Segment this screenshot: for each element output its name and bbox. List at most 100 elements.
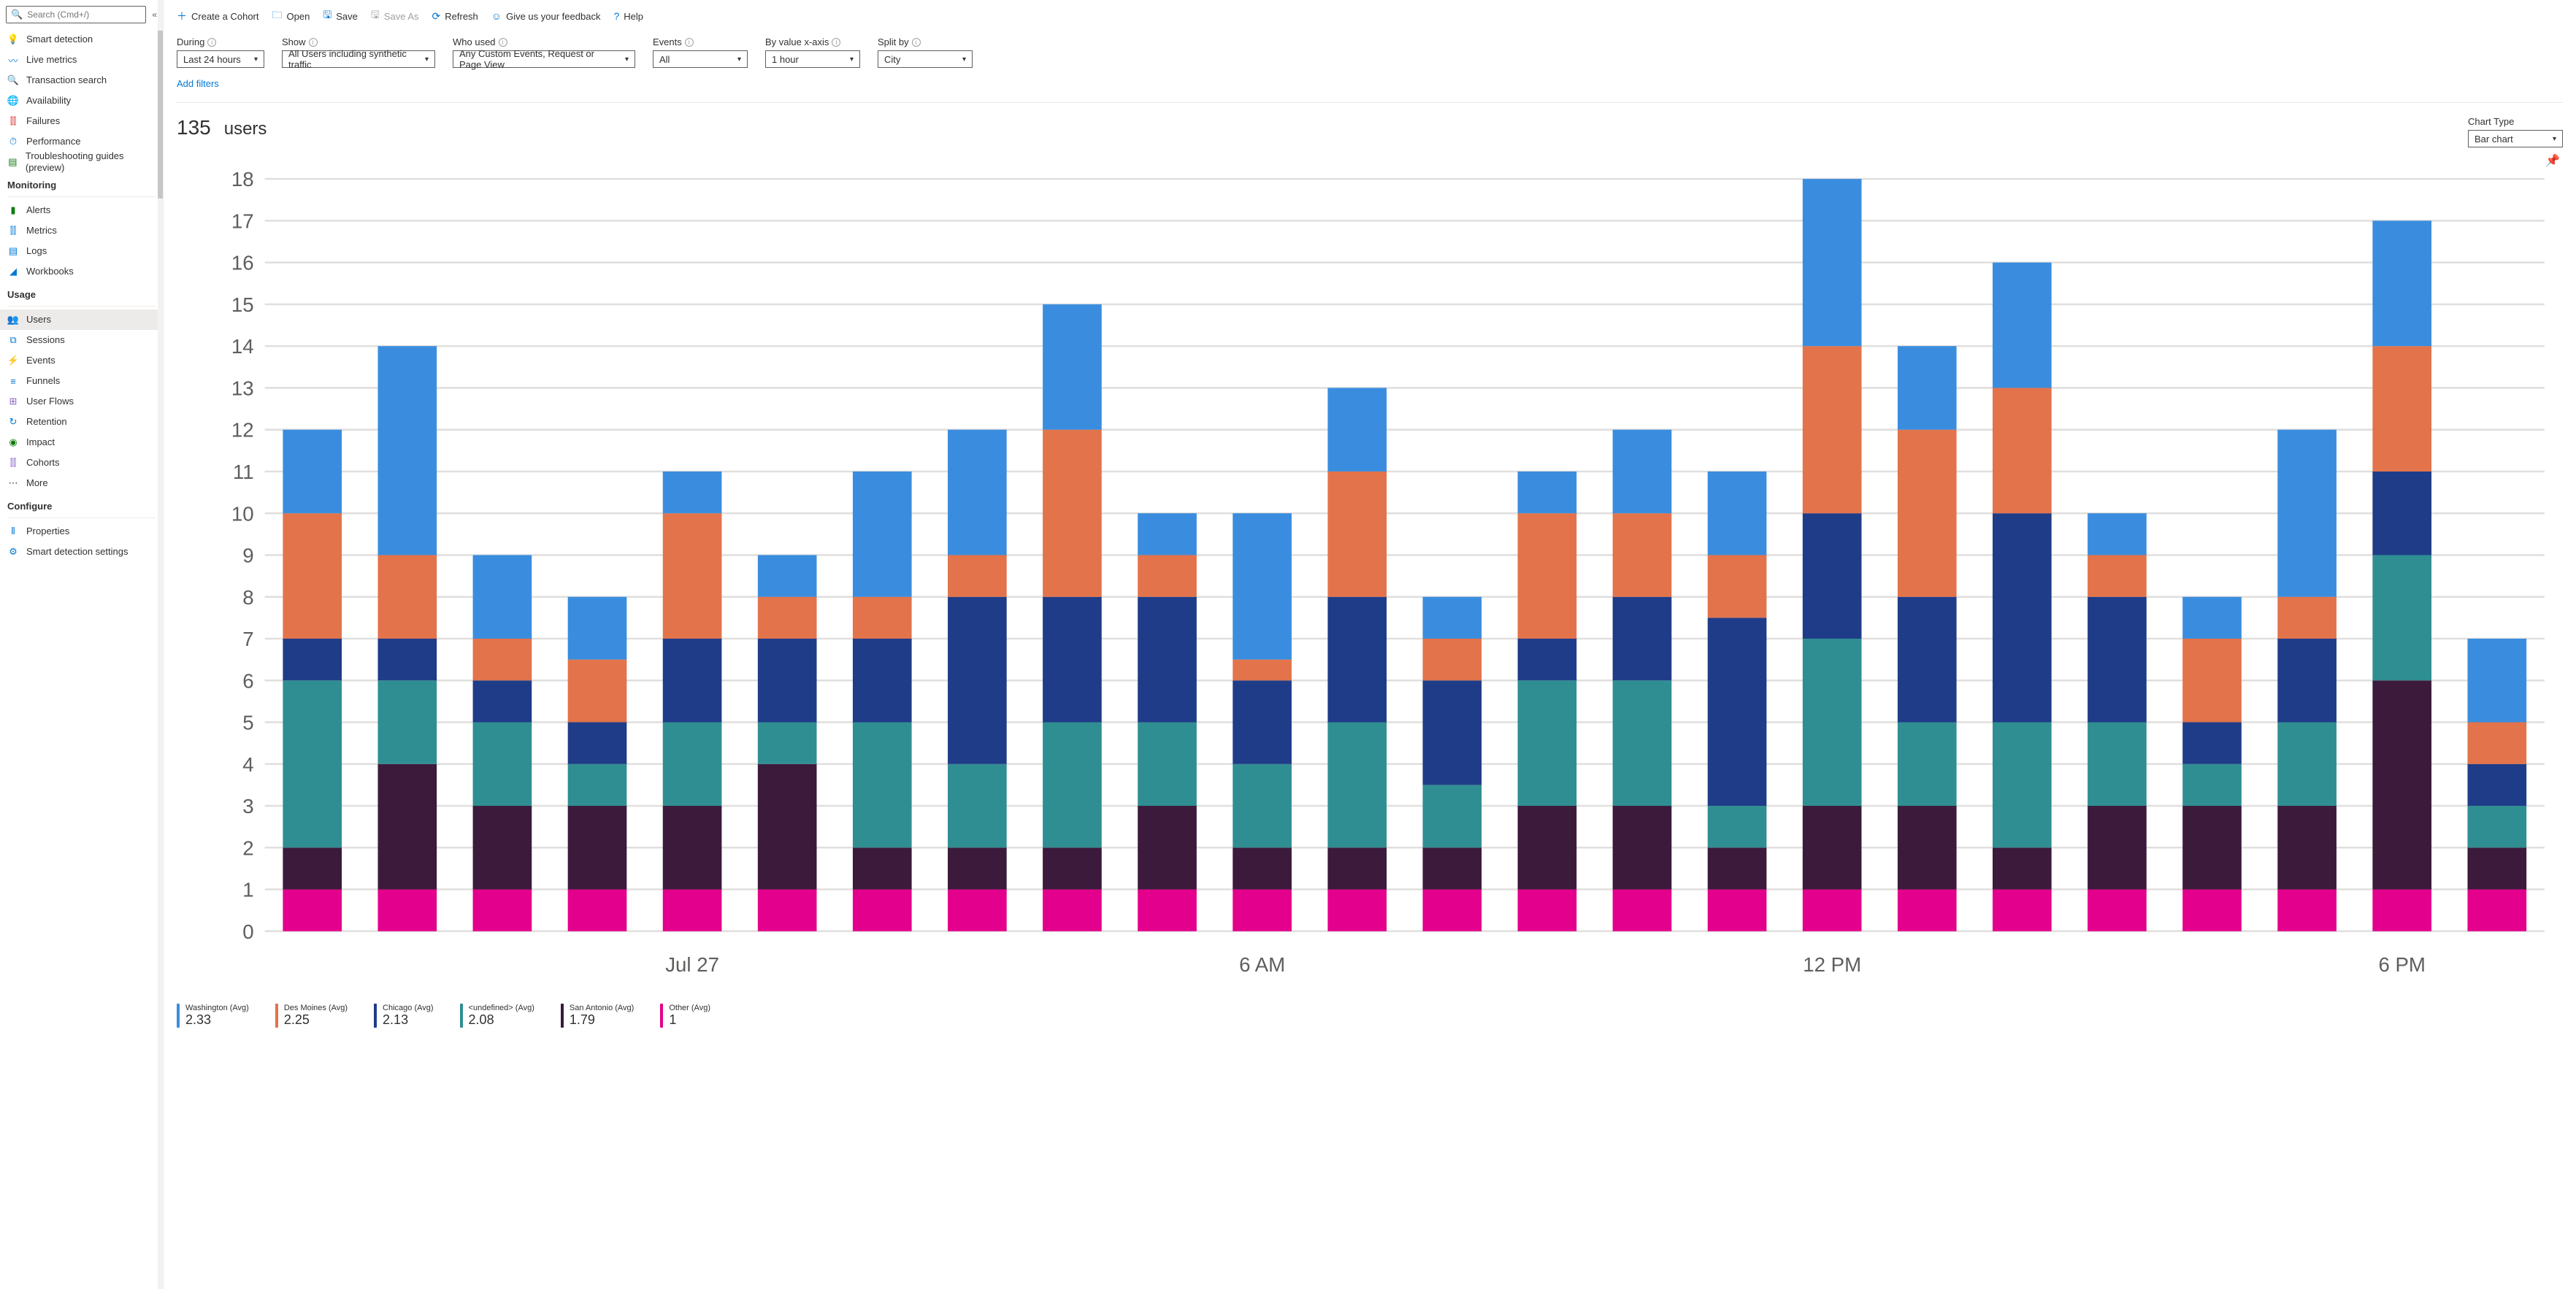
legend-color-swatch (275, 1004, 278, 1028)
chevron-down-icon: ▾ (2553, 135, 2556, 143)
sidebar-item-properties[interactable]: ⦀Properties (0, 521, 163, 542)
sidebar-item-user-flows[interactable]: ⊞ User Flows (0, 391, 163, 412)
legend-item[interactable]: Des Moines (Avg)2.25 (275, 1004, 348, 1028)
legend-item[interactable]: Other (Avg)1 (660, 1004, 710, 1028)
legend-color-swatch (561, 1004, 564, 1028)
svg-text:13: 13 (231, 377, 254, 399)
filter-during-label: Duringi (177, 36, 264, 47)
sidebar-item-workbooks[interactable]: ◢Workbooks (0, 261, 163, 282)
sidebar-item-events[interactable]: ⚡Events (0, 350, 163, 371)
svg-text:0: 0 (242, 920, 253, 943)
refresh-button[interactable]: ⟳Refresh (432, 10, 478, 23)
svg-text:2: 2 (242, 836, 253, 859)
legend-label: San Antonio (Avg) (570, 1004, 634, 1012)
svg-text:8: 8 (242, 586, 253, 609)
chart-type-label: Chart Type (2468, 116, 2514, 127)
help-icon: ? (613, 10, 619, 22)
legend-item[interactable]: Chicago (Avg)2.13 (374, 1004, 434, 1028)
svg-text:11: 11 (233, 461, 254, 483)
sidebar-item-smart-detection-settings[interactable]: ⚙Smart detection settings (0, 542, 163, 562)
save-icon: 🖫 (323, 7, 331, 25)
svg-text:6: 6 (242, 669, 253, 692)
chart-type-dropdown[interactable]: Bar chart▾ (2468, 130, 2563, 147)
sidebar-item-impact[interactable]: ◉Impact (0, 432, 163, 453)
nav-icon: ◢ (7, 266, 19, 277)
legend-item[interactable]: San Antonio (Avg)1.79 (561, 1004, 634, 1028)
collapse-sidebar-icon[interactable]: « (152, 9, 157, 20)
info-icon[interactable]: i (832, 38, 840, 47)
legend-value: 1.79 (570, 1012, 634, 1028)
chevron-down-icon: ▾ (737, 55, 741, 64)
nav-label: Events (26, 355, 55, 366)
filter-xaxis-label: By value x-axisi (765, 36, 860, 47)
svg-text:7: 7 (242, 628, 253, 650)
sidebar-item-logs[interactable]: ▤Logs (0, 241, 163, 261)
sidebar-item-metrics[interactable]: ⫿⫿Metrics (0, 220, 163, 241)
filter-split-dropdown[interactable]: City▾ (878, 50, 973, 68)
plus-icon: ＋ (177, 9, 187, 23)
filter-events-label: Eventsi (653, 36, 748, 47)
add-filters-link[interactable]: Add filters (164, 68, 2576, 102)
save-button[interactable]: 🖫Save (323, 7, 358, 25)
users-bar-chart: 0123456789101112131415161718Jul 276 AM12… (177, 161, 2563, 986)
svg-text:3: 3 (242, 795, 253, 817)
svg-text:12 PM: 12 PM (1803, 953, 1861, 976)
sidebar-item-performance[interactable]: ⏱Performance (0, 131, 163, 152)
help-button[interactable]: ?Help (613, 10, 643, 22)
nav-icon: ▤ (7, 245, 19, 257)
info-icon[interactable]: i (685, 38, 694, 47)
sidebar-item-sessions[interactable]: ⧉ Sessions (0, 330, 163, 350)
nav-icon: ≡ (7, 375, 19, 387)
svg-text:4: 4 (242, 753, 253, 776)
nav-label: Retention (26, 416, 67, 428)
info-icon[interactable]: i (309, 38, 318, 47)
nav-icon: ⊞ (7, 396, 19, 407)
filter-who-dropdown[interactable]: Any Custom Events, Request or Page View▾ (453, 50, 635, 68)
search-input[interactable] (27, 9, 141, 20)
create-cohort-button[interactable]: ＋Create a Cohort (177, 9, 259, 23)
sidebar-item-failures[interactable]: ⫿⫿Failures (0, 111, 163, 131)
sidebar-item-users[interactable]: 👥Users (0, 309, 163, 330)
open-button[interactable]: 🗀Open (272, 7, 310, 25)
nav-label: User Flows (26, 396, 74, 407)
filter-events-dropdown[interactable]: All▾ (653, 50, 748, 68)
sidebar-scrollbar[interactable] (158, 0, 163, 1289)
legend-label: Washington (Avg) (185, 1004, 249, 1012)
sidebar-item-cohorts[interactable]: ⫿⫿Cohorts (0, 453, 163, 473)
search-box[interactable]: 🔍 (6, 6, 146, 23)
nav-label: Sessions (26, 334, 65, 346)
sidebar-item-availability[interactable]: 🌐Availability (0, 91, 163, 111)
sidebar-item-retention[interactable]: ↻Retention (0, 412, 163, 432)
info-icon[interactable]: i (912, 38, 921, 47)
sidebar-item-live-metrics[interactable]: 〰Live metrics (0, 50, 163, 70)
sidebar-item-transaction-search[interactable]: 🔍Transaction search (0, 70, 163, 91)
filter-show-dropdown[interactable]: All Users including synthetic traffic▾ (282, 50, 435, 68)
svg-text:6 AM: 6 AM (1239, 953, 1285, 976)
info-icon[interactable]: i (207, 38, 216, 47)
sidebar-item-smart-detection[interactable]: 💡Smart detection (0, 29, 163, 50)
nav-icon: ⫿⫿ (7, 115, 19, 127)
filter-during-dropdown[interactable]: Last 24 hours▾ (177, 50, 264, 68)
sidebar-item-troubleshooting-guides-preview-[interactable]: ▤Troubleshooting guides (preview) (0, 152, 163, 172)
info-icon[interactable]: i (499, 38, 507, 47)
nav-icon: ⧉ (7, 334, 19, 346)
sidebar-item-alerts[interactable]: ▮Alerts (0, 200, 163, 220)
legend-value: 2.08 (469, 1012, 534, 1028)
summary-title: 135 users (177, 116, 267, 139)
chevron-down-icon: ▾ (962, 55, 966, 64)
nav-icon: ▤ (7, 156, 18, 168)
pin-chart-icon[interactable]: 📌 (2545, 153, 2560, 168)
legend-item[interactable]: Washington (Avg)2.33 (177, 1004, 249, 1028)
filter-xaxis-dropdown[interactable]: 1 hour▾ (765, 50, 860, 68)
legend-item[interactable]: <undefined> (Avg)2.08 (460, 1004, 534, 1028)
nav-label: Users (26, 314, 51, 326)
nav-label: Cohorts (26, 457, 60, 469)
filter-who-label: Who usedi (453, 36, 635, 47)
sidebar-item-funnels[interactable]: ≡Funnels (0, 371, 163, 391)
svg-text:10: 10 (231, 502, 254, 525)
svg-text:16: 16 (231, 252, 254, 274)
nav-icon: ⫿⫿ (7, 225, 19, 236)
feedback-button[interactable]: ☺Give us your feedback (491, 10, 601, 22)
svg-text:1: 1 (242, 879, 253, 901)
sidebar-item-more[interactable]: ⋯More (0, 473, 163, 493)
